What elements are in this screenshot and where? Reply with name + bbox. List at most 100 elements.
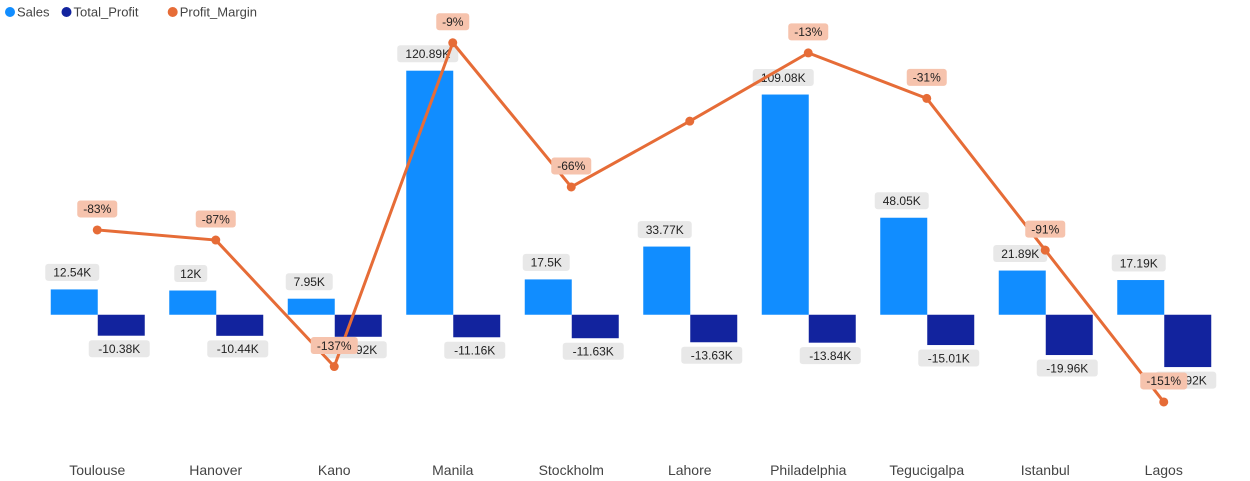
profit-margin-label-lagos: -151% [1140, 372, 1188, 390]
sales-label-lagos-text: 17.19K [1120, 256, 1158, 270]
sales-label-istanbul-bg [993, 245, 1048, 263]
profit-margin-point-lahore[interactable] [685, 116, 695, 126]
x-tick-lahore: Lahore [668, 462, 712, 478]
x-tick-kano: Kano [318, 462, 351, 478]
legend-item-sales[interactable]: Sales [5, 5, 50, 20]
profit-margin-label-toulouse-text: -83% [83, 202, 111, 216]
x-tick-manila: Manila [432, 462, 473, 478]
total-profit-label-tegucigalpa-text: -15.01K [928, 351, 970, 365]
sales-bar-tegucigalpa[interactable] [880, 217, 928, 315]
x-tick-toulouse: Toulouse [69, 462, 125, 478]
sales-label-lagos-bg [1111, 254, 1166, 272]
sales-label-kano: 7.95K [285, 273, 333, 291]
profit-margin-label-kano: -137% [310, 337, 358, 355]
sales-label-toulouse: 12.54K [45, 263, 100, 281]
sales-bar-stockholm[interactable] [524, 279, 572, 315]
sales-label-kano-text: 7.95K [294, 275, 325, 289]
profit-margin-label-kano-bg [310, 337, 358, 355]
sales-label-hanover-text: 12K [180, 267, 201, 281]
profit-margin-point-philadelphia[interactable] [803, 48, 813, 58]
profit-margin-point-toulouse[interactable] [92, 225, 102, 235]
total-profit-label-stockholm-bg [562, 342, 624, 360]
total-profit-bar-philadelphia[interactable] [808, 314, 856, 343]
profit-margin-label-tegucigalpa-text: -31% [913, 71, 941, 85]
sales-label-philadelphia-bg [752, 69, 814, 87]
sales-label-tegucigalpa-text: 48.05K [883, 194, 921, 208]
sales-label-istanbul: 21.89K [993, 245, 1048, 263]
sales-label-lahore-bg [637, 221, 692, 239]
profit-margin-point-manila[interactable] [448, 38, 458, 48]
profit-margin-label-hanover: -87% [195, 210, 236, 228]
legend-item-profit-margin[interactable]: Profit_Margin [167, 5, 257, 20]
profit-margin-label-toulouse: -83% [77, 200, 118, 218]
legend-marker-profit-margin [167, 7, 178, 17]
profit-margin-label-lagos-text: -151% [1146, 374, 1181, 388]
legend-label-profit-margin: Profit_Margin [180, 5, 257, 20]
x-tick-stockholm: Stockholm [539, 462, 604, 478]
total-profit-label-stockholm-text: -11.63K [573, 345, 614, 359]
profit-margin-label-stockholm-text: -66% [557, 159, 585, 173]
total-profit-label-hanover: -10.44K [207, 340, 269, 358]
total-profit-label-philadelphia-bg [799, 347, 861, 365]
legend: Sales Total_Profit Profit_Margin [5, 5, 257, 20]
profit-margin-label-philadelphia-text: -13% [794, 25, 822, 39]
profit-margin-label-istanbul: -91% [1025, 220, 1066, 238]
profit-margin-point-lagos[interactable] [1159, 397, 1169, 407]
total-profit-label-tegucigalpa: -15.01K [918, 349, 980, 367]
total-profit-bars [97, 314, 1212, 368]
total-profit-label-toulouse-text: -10.38K [98, 342, 140, 356]
x-axis: Toulouse Hanover Kano Manila Stockholm Lahore… [69, 462, 1183, 478]
total-profit-bar-lagos[interactable] [1164, 314, 1212, 368]
total-profit-label-hanover-bg [207, 340, 269, 358]
sales-label-stockholm-bg [522, 253, 570, 271]
total-profit-label-lahore: -13.63K [681, 346, 743, 364]
profit-margin-point-tegucigalpa[interactable] [922, 93, 932, 103]
sales-bar-lagos[interactable] [1117, 280, 1165, 315]
total-profit-bar-kano[interactable] [334, 314, 382, 337]
sales-label-tegucigalpa-bg [874, 192, 929, 210]
x-tick-hanover: Hanover [189, 462, 242, 478]
total-profit-label-tegucigalpa-bg [918, 349, 980, 367]
sales-bar-istanbul[interactable] [998, 270, 1046, 315]
total-profit-label-lahore-text: -13.63K [691, 349, 733, 363]
sales-label-hanover: 12K [174, 265, 208, 283]
profit-margin-labels: -83% -87% -137% -9% -66% -13% -31% -91% -151% [77, 13, 1188, 390]
sales-bars [50, 70, 1165, 315]
sales-label-lahore-text: 33.77K [646, 223, 684, 237]
profit-margin-point-stockholm[interactable] [566, 182, 576, 192]
total-profit-bar-toulouse[interactable] [97, 314, 145, 336]
profit-margin-label-philadelphia: -13% [788, 23, 829, 41]
total-profit-bar-istanbul[interactable] [1045, 314, 1093, 356]
sales-bar-toulouse[interactable] [50, 289, 98, 315]
x-tick-istanbul: Istanbul [1021, 462, 1070, 478]
sales-label-hanover-bg [174, 265, 208, 283]
x-tick-lagos: Lagos [1145, 462, 1183, 478]
total-profit-label-stockholm: -11.63K [562, 342, 624, 360]
profit-margin-label-lagos-bg [1140, 372, 1188, 390]
total-profit-bar-tegucigalpa[interactable] [927, 314, 975, 346]
legend-label-sales: Sales [17, 5, 50, 20]
profit-margin-point-istanbul[interactable] [1040, 245, 1050, 255]
total-profit-bar-manila[interactable] [453, 314, 501, 338]
profit-margin-point-kano[interactable] [329, 362, 339, 372]
sales-bar-hanover[interactable] [169, 290, 217, 315]
sales-bar-philadelphia[interactable] [761, 94, 809, 315]
total-profit-bar-lahore[interactable] [690, 314, 738, 343]
total-profit-label-lahore-bg [681, 346, 743, 364]
x-tick-tegucigalpa: Tegucigalpa [889, 462, 964, 478]
sales-label-stockholm-text: 17.5K [531, 256, 562, 270]
profit-margin-label-istanbul-text: -91% [1031, 222, 1059, 236]
profit-margin-label-manila-bg [436, 13, 470, 31]
total-profit-bar-stockholm[interactable] [571, 314, 619, 339]
total-profit-label-manila-bg [444, 341, 506, 359]
sales-label-manila: 120.89K [397, 45, 459, 63]
profit-margin-label-tegucigalpa: -31% [906, 68, 947, 86]
legend-item-total-profit[interactable]: Total_Profit [61, 5, 139, 20]
sales-label-tegucigalpa: 48.05K [874, 192, 929, 210]
sales-bar-kano[interactable] [287, 298, 335, 315]
sales-bar-manila[interactable] [406, 70, 454, 315]
profit-margin-label-tegucigalpa-bg [906, 68, 947, 86]
sales-bar-lahore[interactable] [643, 246, 691, 315]
total-profit-bar-hanover[interactable] [216, 314, 264, 336]
profit-margin-point-hanover[interactable] [211, 235, 221, 245]
